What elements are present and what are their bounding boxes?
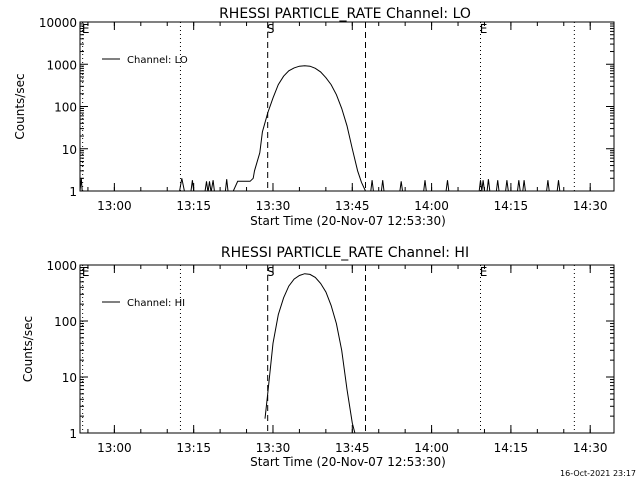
- chart-title: RHESSI PARTICLE_RATE Channel: LO: [219, 6, 471, 22]
- x-axis-label: Start Time (20-Nov-07 12:53:30): [250, 455, 446, 469]
- chart-panel-hi: RHESSI PARTICLE_RATE Channel: HI Counts/s…: [21, 245, 615, 469]
- chart-title: RHESSI PARTICLE_RATE Channel: HI: [221, 245, 469, 261]
- x-tick-label: 14:30: [573, 441, 608, 455]
- y-tick-label: 100: [54, 101, 77, 115]
- annotation-label: S: [267, 265, 275, 279]
- x-tick-label: 13:30: [256, 441, 291, 455]
- x-tick-label: 14:00: [414, 441, 449, 455]
- y-tick-label: 1000: [46, 259, 77, 273]
- x-tick-label: 13:30: [256, 199, 291, 213]
- annotation-label: S: [267, 22, 275, 36]
- x-tick-label: 13:45: [335, 199, 370, 213]
- legend-label: Channel: HI: [127, 298, 185, 309]
- footer-timestamp: 16-Oct-2021 23:17: [560, 469, 636, 478]
- annotation-label: E: [82, 265, 90, 279]
- x-tick-label: 13:15: [176, 441, 211, 455]
- plot-frame: [79, 21, 615, 192]
- x-tick-label: 14:30: [573, 199, 608, 213]
- y-tick-label: 1000: [46, 58, 77, 72]
- y-tick-label: 1: [69, 427, 77, 441]
- series-line: [264, 273, 356, 434]
- y-tick-label: 100: [54, 315, 77, 329]
- series-line: [79, 65, 614, 192]
- y-tick-label: 10000: [39, 16, 77, 30]
- x-tick-label: 13:15: [176, 199, 211, 213]
- x-tick-label: 14:15: [494, 441, 529, 455]
- y-tick-label: 10: [62, 371, 77, 385]
- annotation-label: E: [480, 22, 488, 36]
- chart-panel-lo: RHESSI PARTICLE_RATE Channel: LO Counts/s…: [13, 6, 615, 228]
- x-tick-label: 14:00: [414, 199, 449, 213]
- annotation-label: E: [82, 22, 90, 36]
- legend-label: Channel: LO: [127, 55, 188, 66]
- annotation-label: E: [480, 265, 488, 279]
- x-tick-label: 13:00: [97, 199, 132, 213]
- y-axis-label: Counts/sec: [21, 316, 35, 382]
- y-tick-label: 1: [69, 185, 77, 199]
- y-tick-label: 10: [62, 143, 77, 157]
- x-tick-label: 13:00: [97, 441, 132, 455]
- y-axis-label: Counts/sec: [13, 73, 27, 139]
- x-tick-label: 14:15: [494, 199, 529, 213]
- x-axis-label: Start Time (20-Nov-07 12:53:30): [250, 214, 446, 228]
- x-tick-label: 13:45: [335, 441, 370, 455]
- plot-frame: [79, 264, 615, 434]
